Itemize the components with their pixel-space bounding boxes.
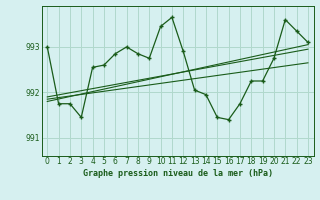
- X-axis label: Graphe pression niveau de la mer (hPa): Graphe pression niveau de la mer (hPa): [83, 169, 273, 178]
